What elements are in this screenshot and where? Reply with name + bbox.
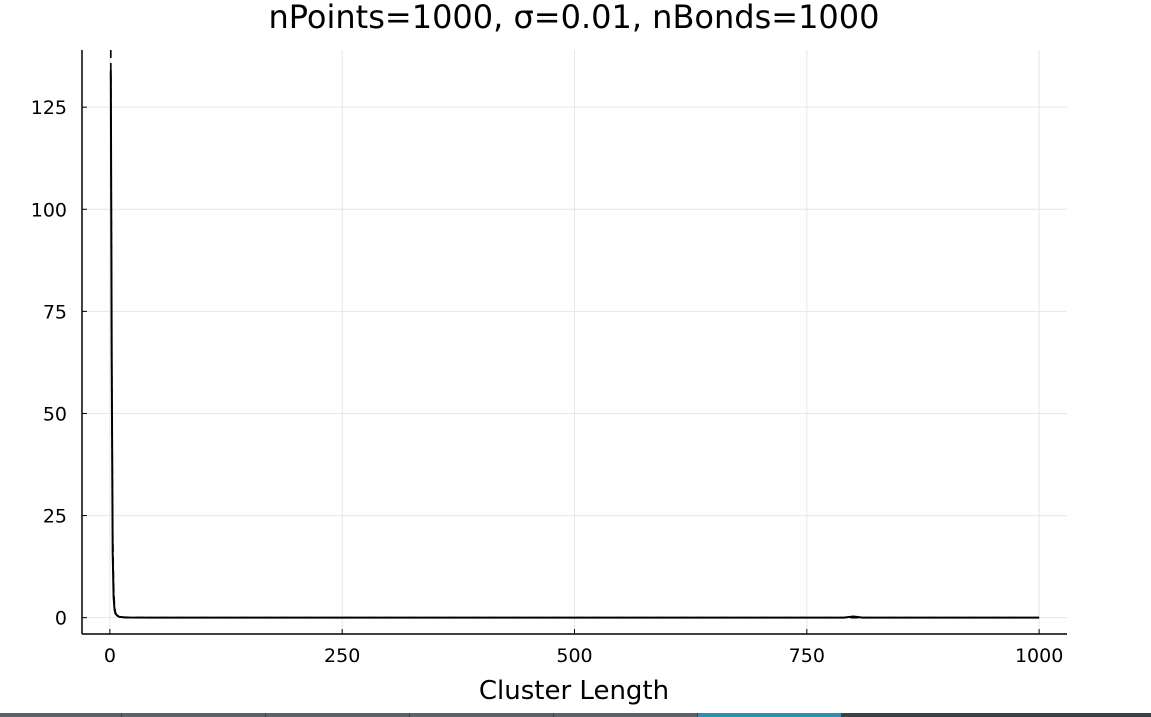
taskbar-segment[interactable] — [698, 713, 841, 717]
taskbar-segment[interactable] — [410, 713, 554, 717]
x-tick-label: 0 — [104, 645, 116, 667]
taskbar-segment[interactable] — [991, 713, 1151, 717]
x-tick-label: 1000 — [1015, 645, 1063, 667]
x-axis-label: Cluster Length — [479, 676, 669, 706]
x-tick-label: 500 — [556, 645, 592, 667]
y-tick-label: 100 — [31, 199, 67, 221]
taskbar-segment[interactable] — [266, 713, 410, 717]
taskbar-segment[interactable] — [841, 713, 991, 717]
tick-labels: 0 250 500 750 1000 0 25 50 75 100 125 — [31, 97, 1064, 667]
grid — [82, 50, 1067, 634]
taskbar-segment[interactable] — [0, 713, 122, 717]
x-tick-label: 250 — [324, 645, 360, 667]
x-tick-label: 750 — [789, 645, 825, 667]
y-tick-label: 25 — [43, 506, 67, 528]
taskbar-segment[interactable] — [122, 713, 266, 717]
y-tick-label: 125 — [31, 97, 67, 119]
y-tick-label: 50 — [43, 403, 67, 425]
y-tick-label: 75 — [43, 301, 67, 323]
axes — [81, 50, 1067, 635]
series-lines — [109, 49, 1040, 619]
taskbar-segment[interactable] — [554, 713, 698, 717]
taskbar-strip — [0, 713, 1151, 717]
y-tick-label: 0 — [55, 608, 67, 630]
series-line-dashed — [110, 49, 1040, 619]
chart-title: nPoints=1000, σ=0.01, nBonds=1000 — [268, 0, 879, 36]
